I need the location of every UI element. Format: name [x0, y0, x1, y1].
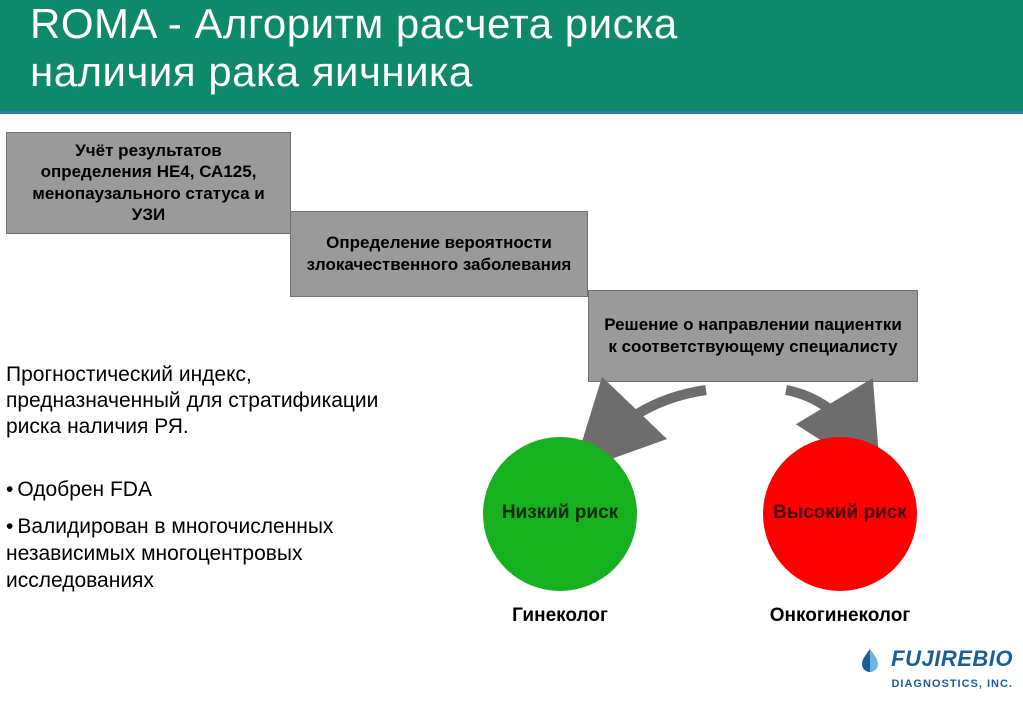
- logo-sub-text: DIAGNOSTICS, INC.: [857, 678, 1013, 690]
- high-risk-circle: Высокий риск: [763, 437, 917, 591]
- step-box-3: Решение о направлении пациентки к соотве…: [588, 290, 918, 382]
- low-risk-label: Низкий риск: [502, 502, 618, 525]
- logo-brand-text: FUJIREBIO: [891, 646, 1013, 671]
- step-3-text: Решение о направлении пациентки к соотве…: [603, 314, 903, 357]
- high-risk-label: Высокий риск: [773, 502, 907, 525]
- bullet-item: Одобрен FDA: [6, 476, 406, 503]
- title-line-1: ROMA - Алгоритм расчета риска: [30, 0, 678, 47]
- low-risk-circle: Низкий риск: [483, 437, 637, 591]
- step-1-text: Учёт результатов определения НЕ4, СА125,…: [21, 140, 276, 225]
- bullet-item: Валидирован в многочисленных независимых…: [6, 513, 406, 595]
- slide-title: ROMA - Алгоритм расчета риска наличия ра…: [30, 0, 993, 97]
- logo-icon: [857, 647, 883, 678]
- slide-header: ROMA - Алгоритм расчета риска наличия ра…: [0, 0, 1023, 114]
- arrow-to-high-risk: [786, 390, 860, 444]
- title-line-2: наличия рака яичника: [30, 48, 473, 95]
- step-box-1: Учёт результатов определения НЕ4, СА125,…: [6, 132, 291, 234]
- brand-logo: FUJIREBIO DIAGNOSTICS, INC.: [857, 646, 1013, 689]
- high-risk-specialist: Онкогинеколог: [750, 605, 930, 627]
- bullet-list: Одобрен FDA Валидирован в многочисленных…: [6, 476, 406, 605]
- description-text: Прогностический индекс, предназначенный …: [6, 362, 386, 441]
- step-box-2: Определение вероятности злокачественного…: [290, 211, 588, 297]
- low-risk-specialist: Гинеколог: [480, 605, 640, 627]
- step-2-text: Определение вероятности злокачественного…: [305, 232, 573, 275]
- diagram-canvas: Учёт результатов определения НЕ4, СА125,…: [0, 114, 1023, 694]
- arrow-to-low-risk: [600, 390, 706, 444]
